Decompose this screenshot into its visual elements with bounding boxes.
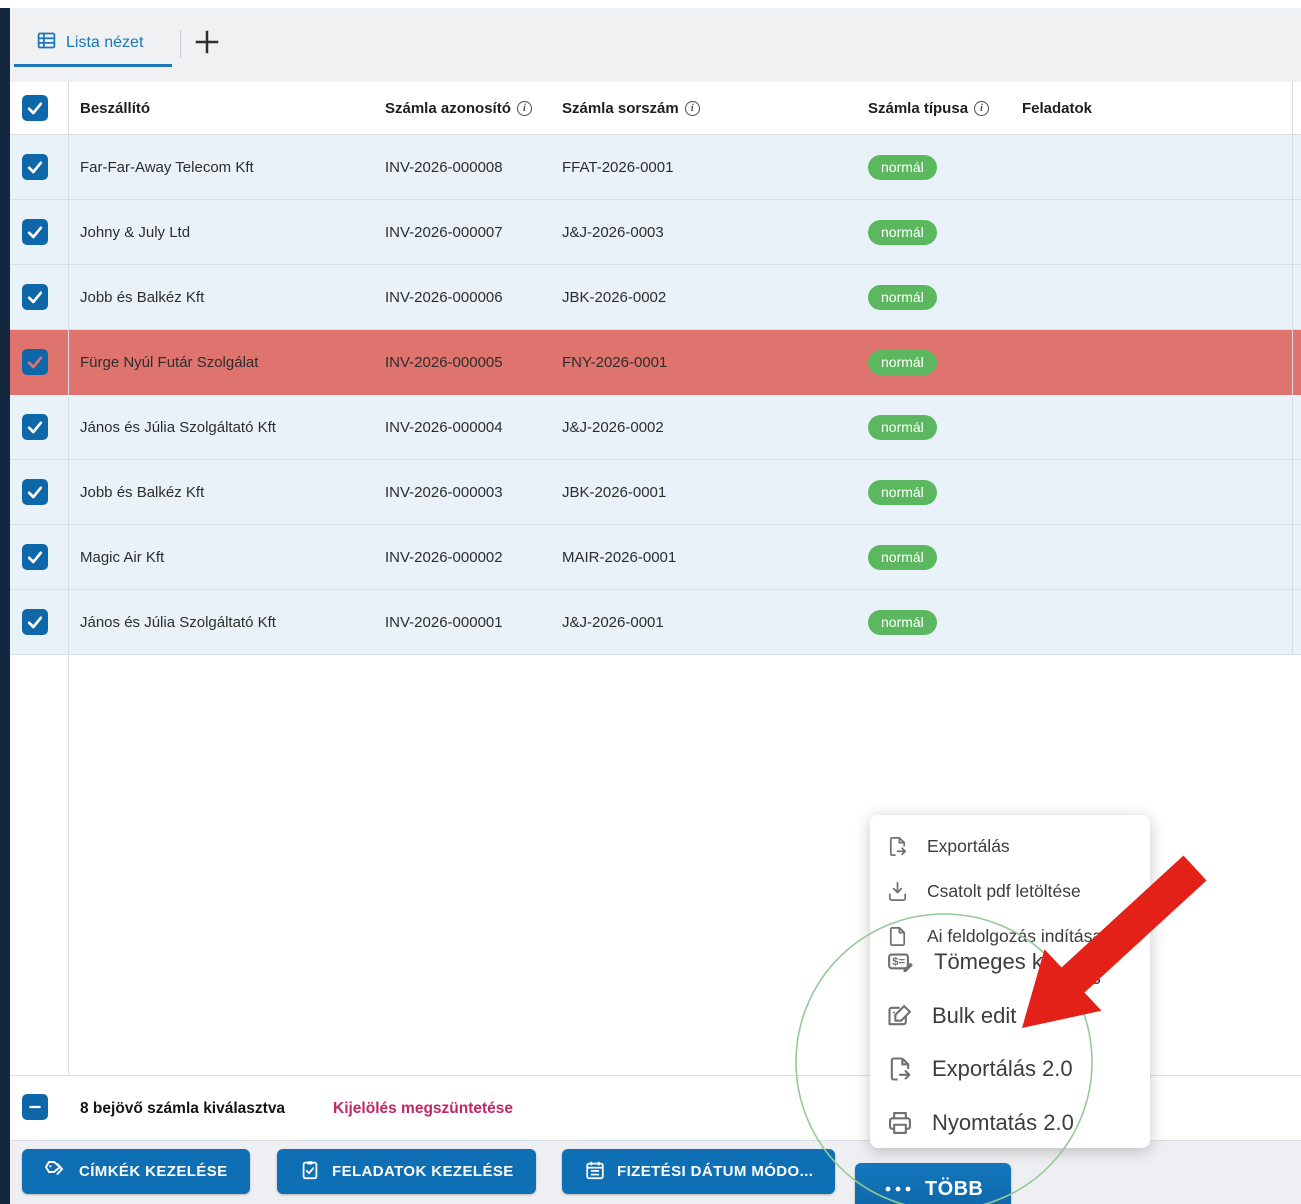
tab-lista-nezet[interactable]: Lista nézet bbox=[14, 22, 174, 64]
info-icon[interactable]: i bbox=[516, 101, 532, 116]
invoice-id-cell: INV-2026-000001 bbox=[385, 614, 503, 631]
tags-icon bbox=[44, 1158, 68, 1186]
invoice-id-cell: INV-2026-000008 bbox=[385, 159, 503, 176]
clear-selection-link[interactable]: Kijelölés megszüntetése bbox=[333, 1099, 514, 1117]
invoice-serial-cell: MAIR-2026-0001 bbox=[562, 549, 677, 566]
table-row[interactable]: Jobb és Balkéz Kft INV-2026-000003 JBK-2… bbox=[10, 460, 1301, 525]
selection-summary: 8 bejövő számla kiválasztva bbox=[80, 1099, 286, 1117]
svg-text:$=: $= bbox=[892, 956, 905, 968]
selection-indeterminate-checkbox[interactable] bbox=[22, 1094, 48, 1120]
column-header-tasks: Feladatok bbox=[1022, 100, 1093, 117]
more-actions-button[interactable]: TÖBB bbox=[855, 1163, 1012, 1204]
supplier-cell: Jobb és Balkéz Kft bbox=[80, 484, 205, 501]
printer-icon bbox=[886, 1109, 914, 1137]
row-checkbox[interactable] bbox=[22, 479, 48, 505]
row-checkbox[interactable] bbox=[22, 609, 48, 635]
more-actions-menu: Exportálás Csatolt pdf letöltése Ai feld… bbox=[870, 815, 1150, 1148]
menu-item-bulk-edit[interactable]: Bulk edit bbox=[886, 997, 1142, 1035]
menu-item-bulk-settlement[interactable]: $= Tömeges k bbox=[886, 943, 1142, 981]
invoice-id-cell: INV-2026-000002 bbox=[385, 549, 503, 566]
table-header-row: Beszállító Számla azonosító i Számla sors… bbox=[10, 82, 1301, 135]
invoice-serial-cell: J&J-2026-0002 bbox=[562, 419, 664, 436]
right-column-divider bbox=[1292, 82, 1293, 655]
invoice-serial-cell: J&J-2026-0003 bbox=[562, 224, 664, 241]
table-row[interactable]: Jobb és Balkéz Kft INV-2026-000006 JBK-2… bbox=[10, 265, 1301, 330]
table-row[interactable]: János és Júlia Szolgáltató Kft INV-2026-… bbox=[10, 590, 1301, 655]
column-header-invoice-type: Számla típusa i bbox=[868, 82, 990, 135]
invoice-type-badge: normál bbox=[868, 220, 937, 245]
ellipsis-icon bbox=[883, 1178, 913, 1201]
plus-icon bbox=[192, 27, 222, 62]
info-icon[interactable]: i bbox=[684, 101, 700, 116]
invoice-serial-cell: JBK-2026-0001 bbox=[562, 484, 667, 501]
invoice-type-badge: normál bbox=[868, 545, 937, 570]
info-icon[interactable]: i bbox=[974, 101, 990, 116]
download-icon bbox=[886, 880, 909, 903]
tab-divider bbox=[180, 30, 181, 58]
edit-icon bbox=[886, 1002, 914, 1030]
supplier-cell: Fürge Nyúl Futár Szolgálat bbox=[80, 354, 259, 371]
row-checkbox[interactable] bbox=[22, 284, 48, 310]
invoice-type-badge: normál bbox=[868, 415, 937, 440]
bulk-action-bar: CÍMKÉK KEZELÉSE FELADATOK KEZELÉSE bbox=[10, 1140, 1301, 1204]
checkbox-column-divider bbox=[68, 82, 69, 1140]
invoice-type-badge: normál bbox=[868, 155, 937, 180]
invoice-id-cell: INV-2026-000007 bbox=[385, 224, 503, 241]
column-header-invoice-id: Számla azonosító i bbox=[385, 82, 532, 135]
invoice-serial-cell: FFAT-2026-0001 bbox=[562, 159, 674, 176]
table-row[interactable]: Johny & July Ltd INV-2026-000007 J&J-202… bbox=[10, 200, 1301, 265]
invoice-serial-cell: FNY-2026-0001 bbox=[562, 354, 668, 371]
supplier-cell: Jobb és Balkéz Kft bbox=[80, 289, 205, 306]
select-all-checkbox[interactable] bbox=[22, 95, 48, 121]
menu-item-export[interactable]: Exportálás bbox=[886, 830, 1142, 862]
menu-item-bulk-settlement-fragment: enlítés bbox=[1042, 967, 1101, 989]
table-view-icon bbox=[36, 30, 57, 56]
view-tab-bar: Lista nézet bbox=[10, 8, 1301, 82]
invoice-id-cell: INV-2026-000005 bbox=[385, 354, 503, 371]
table-row-highlighted[interactable]: Fürge Nyúl Futár Szolgálat INV-2026-0000… bbox=[10, 330, 1301, 395]
invoice-serial-cell: J&J-2026-0001 bbox=[562, 614, 664, 631]
invoice-id-cell: INV-2026-000004 bbox=[385, 419, 503, 436]
invoice-id-cell: INV-2026-000003 bbox=[385, 484, 503, 501]
clipboard-check-icon bbox=[299, 1159, 321, 1185]
row-checkbox[interactable] bbox=[22, 544, 48, 570]
file-export-icon bbox=[886, 835, 909, 858]
table-row[interactable]: Magic Air Kft INV-2026-000002 MAIR-2026-… bbox=[10, 525, 1301, 590]
supplier-cell: Johny & July Ltd bbox=[80, 224, 191, 241]
active-tab-underline bbox=[14, 64, 172, 67]
add-view-tab-button[interactable] bbox=[190, 27, 224, 61]
menu-item-download-pdf[interactable]: Csatolt pdf letöltése bbox=[886, 875, 1142, 907]
invoice-id-cell: INV-2026-000006 bbox=[385, 289, 503, 306]
column-header-supplier: Beszállító bbox=[80, 100, 151, 117]
modify-payment-date-button[interactable]: FIZETÉSI DÁTUM MÓDO... bbox=[562, 1149, 836, 1194]
table-row[interactable]: Far-Far-Away Telecom Kft INV-2026-000008… bbox=[10, 135, 1301, 200]
menu-item-print-2[interactable]: Nyomtatás 2.0 bbox=[886, 1104, 1142, 1142]
row-checkbox[interactable] bbox=[22, 414, 48, 440]
left-edge-strip bbox=[0, 8, 10, 1204]
row-checkbox[interactable] bbox=[22, 219, 48, 245]
menu-item-export-2[interactable]: Exportálás 2.0 bbox=[886, 1050, 1142, 1088]
supplier-cell: Far-Far-Away Telecom Kft bbox=[80, 159, 254, 176]
invoice-type-badge: normál bbox=[868, 285, 937, 310]
invoice-type-badge: normál bbox=[868, 350, 937, 375]
manage-tags-button[interactable]: CÍMKÉK KEZELÉSE bbox=[22, 1149, 250, 1194]
tab-label: Lista nézet bbox=[66, 34, 144, 51]
invoice-type-badge: normál bbox=[868, 610, 937, 635]
manage-tasks-button[interactable]: FELADATOK KEZELÉSE bbox=[277, 1149, 536, 1194]
column-header-invoice-serial: Számla sorszám i bbox=[562, 82, 700, 135]
row-checkbox[interactable] bbox=[22, 349, 48, 375]
file-export-icon bbox=[886, 1055, 914, 1083]
invoice-serial-cell: JBK-2026-0002 bbox=[562, 289, 667, 306]
supplier-cell: János és Júlia Szolgáltató Kft bbox=[80, 419, 276, 436]
price-tag-edit-icon: $= bbox=[886, 947, 916, 977]
invoice-type-badge: normál bbox=[868, 480, 937, 505]
supplier-cell: Magic Air Kft bbox=[80, 549, 165, 566]
supplier-cell: János és Júlia Szolgáltató Kft bbox=[80, 614, 276, 631]
table-row[interactable]: János és Júlia Szolgáltató Kft INV-2026-… bbox=[10, 395, 1301, 460]
calendar-icon bbox=[584, 1159, 606, 1185]
row-checkbox[interactable] bbox=[22, 154, 48, 180]
